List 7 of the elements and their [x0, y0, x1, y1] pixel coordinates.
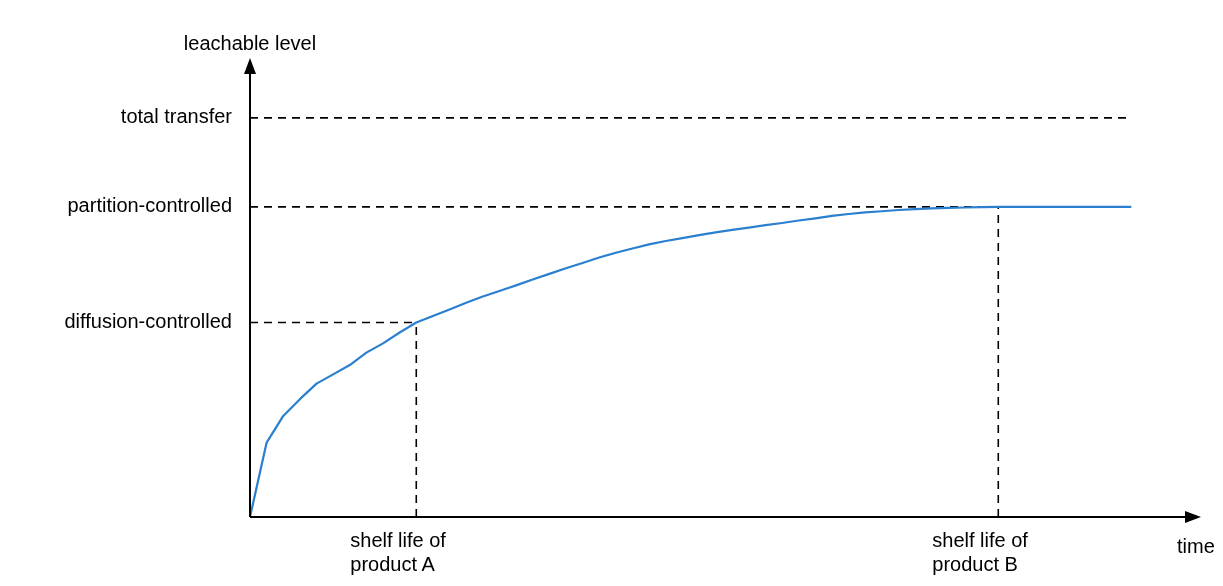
text: shelf life of product A — [350, 528, 447, 575]
x-axis-title: time — [1177, 534, 1215, 557]
ref-line-label: diffusion-controlled — [64, 310, 232, 333]
text: leachable level — [183, 31, 317, 54]
text: shelf life of product B — [932, 528, 1029, 575]
ref-line-label: partition-controlled — [67, 194, 232, 217]
ref-line-label: total transfer — [120, 105, 233, 128]
